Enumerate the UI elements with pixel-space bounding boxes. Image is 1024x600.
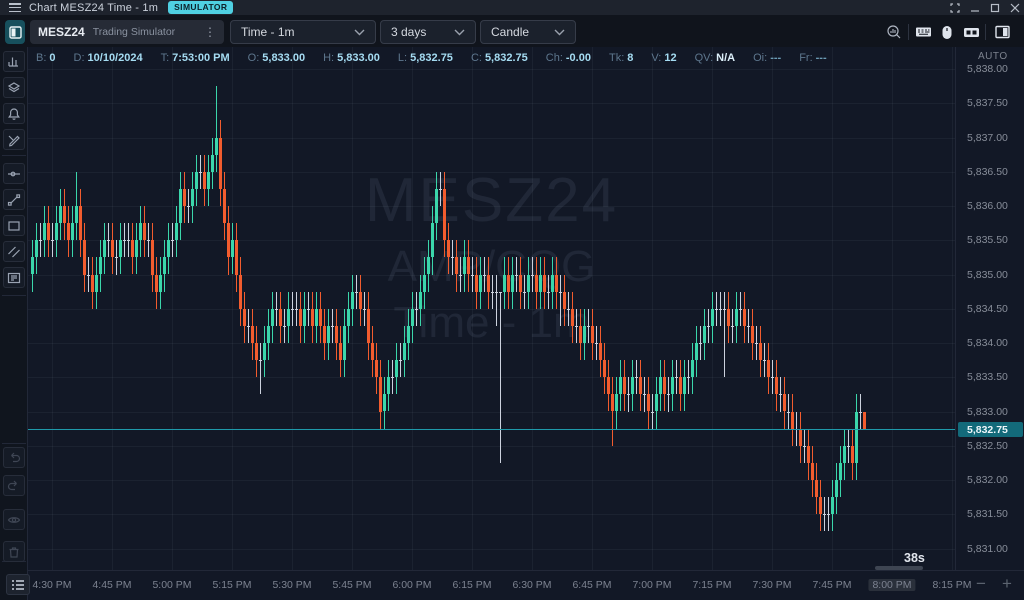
quote-field-C: C: 5,832.75 bbox=[470, 52, 528, 64]
time-tick: 6:00 PM bbox=[392, 579, 432, 591]
time-tick: 5:30 PM bbox=[272, 579, 312, 591]
price-tick: 5,834.50 bbox=[967, 302, 1008, 315]
zoom-in-button[interactable]: + bbox=[1002, 574, 1012, 593]
price-tick: 5,835.00 bbox=[967, 268, 1008, 281]
time-tick: 4:45 PM bbox=[92, 579, 132, 591]
quote-field-D: D: 10/10/2024 bbox=[73, 52, 143, 64]
parallel-channel-icon[interactable] bbox=[3, 241, 25, 262]
price-tick: 5,836.00 bbox=[967, 200, 1008, 212]
quote-field-Ch: Ch: -0.00 bbox=[545, 52, 591, 64]
pattern-list-icon[interactable] bbox=[3, 267, 25, 288]
horizontal-ray-icon[interactable] bbox=[3, 163, 25, 184]
trend-line-icon[interactable] bbox=[3, 189, 25, 210]
chevron-down-icon bbox=[454, 25, 465, 39]
quote-field-B: B: 0 bbox=[36, 52, 56, 64]
time-tick: 5:15 PM bbox=[212, 579, 252, 591]
symbol-button[interactable]: MESZ24 Trading Simulator ⋮ bbox=[30, 20, 224, 44]
fullscreen-icon[interactable] bbox=[950, 2, 960, 13]
price-tick: 5,831.00 bbox=[967, 542, 1008, 555]
time-tick: 8:15 PM bbox=[932, 579, 972, 591]
minimize-icon[interactable] bbox=[970, 3, 980, 13]
price-tick: 5,832.50 bbox=[967, 439, 1008, 452]
title-bar: Chart MESZ24 Time - 1m SIMULATOR bbox=[0, 0, 1024, 15]
interval-value: Time - 1m bbox=[241, 25, 295, 39]
simulator-badge: SIMULATOR bbox=[168, 1, 234, 14]
undo-icon[interactable] bbox=[3, 447, 25, 468]
time-tick: 7:15 PM bbox=[692, 579, 732, 591]
chevron-down-icon bbox=[354, 25, 365, 39]
quote-field-O: O: 5,833.00 bbox=[247, 52, 306, 64]
interval-dropdown[interactable]: Time - 1m bbox=[230, 20, 376, 44]
bar-countdown: 38s bbox=[904, 551, 925, 565]
chart-style-dropdown[interactable]: Candle bbox=[480, 20, 576, 44]
layers-icon[interactable] bbox=[3, 77, 25, 98]
price-tick: 5,837.50 bbox=[967, 97, 1008, 110]
rectangle-icon[interactable] bbox=[3, 215, 25, 236]
tags-icon[interactable] bbox=[961, 22, 981, 42]
zoom-out-button[interactable]: − bbox=[976, 574, 986, 593]
menu-icon[interactable] bbox=[9, 3, 21, 12]
price-tick: 5,836.50 bbox=[967, 165, 1008, 178]
price-tick: 5,833.00 bbox=[967, 405, 1008, 418]
indicators-icon[interactable] bbox=[3, 51, 25, 72]
price-axis[interactable]: 5,832.75 5,838.00 5,837.50 5,837.00 5,836.5… bbox=[955, 47, 1024, 570]
draw-icon[interactable] bbox=[3, 129, 25, 150]
quote-field-Oi: Oi: --- bbox=[753, 52, 782, 64]
alert-icon[interactable] bbox=[3, 103, 25, 124]
chevron-down-icon bbox=[554, 25, 565, 39]
maximize-icon[interactable] bbox=[990, 3, 1000, 13]
quote-field-Tk: Tk: 8 bbox=[608, 52, 634, 64]
time-tick: 8:00 PM bbox=[868, 579, 916, 591]
toolbar: MESZ24 Trading Simulator ⋮ Time - 1m 3 d… bbox=[0, 15, 1024, 47]
time-axis[interactable]: 4:30 PM 4:45 PM 5:00 PM 5:15 PM 5:30 PM 5:45 … bbox=[28, 570, 1024, 600]
layout-panel-icon[interactable] bbox=[5, 20, 25, 44]
time-tick: 7:00 PM bbox=[632, 579, 672, 591]
mouse-icon[interactable] bbox=[937, 22, 957, 42]
last-price-label: 5,832.75 bbox=[958, 422, 1023, 437]
price-tick: 5,833.50 bbox=[967, 371, 1008, 384]
quote-field-V: V: 12 bbox=[651, 52, 677, 64]
time-tick: 7:45 PM bbox=[812, 579, 852, 591]
price-tick: 5,835.50 bbox=[967, 234, 1008, 247]
time-tick: 6:30 PM bbox=[512, 579, 552, 591]
horizontal-scrollbar[interactable] bbox=[875, 566, 923, 570]
time-tick: 5:00 PM bbox=[152, 579, 192, 591]
kebab-menu-icon[interactable]: ⋮ bbox=[204, 25, 216, 39]
zoom-chart-icon[interactable] bbox=[884, 22, 904, 42]
chart-style-value: Candle bbox=[491, 25, 530, 39]
chart-canvas[interactable]: MESZ24 AMP/CQG Time - 1m 38s bbox=[28, 47, 955, 570]
visibility-icon[interactable] bbox=[3, 509, 25, 530]
range-dropdown[interactable]: 3 days bbox=[380, 20, 476, 44]
auto-scale-label[interactable]: AUTO bbox=[978, 51, 1008, 62]
price-tick: 5,837.00 bbox=[967, 131, 1008, 144]
time-tick: 4:30 PM bbox=[32, 579, 72, 591]
quote-bar: B: 0 D: 10/10/2024 T: 7:53:00 PM O: 5,833.00 H: 5… bbox=[28, 47, 955, 69]
time-tick: 5:45 PM bbox=[332, 579, 372, 591]
close-icon[interactable] bbox=[1010, 3, 1020, 13]
range-value: 3 days bbox=[391, 25, 427, 39]
symbol-name: MESZ24 bbox=[38, 25, 85, 39]
quote-field-Fr: Fr: --- bbox=[799, 52, 827, 64]
last-price-line bbox=[28, 429, 955, 430]
price-tick: 5,834.00 bbox=[967, 337, 1008, 349]
symbol-description: Trading Simulator bbox=[92, 26, 176, 38]
price-tick: 5,832.00 bbox=[967, 474, 1008, 486]
price-tick: 5,831.50 bbox=[967, 508, 1008, 521]
time-tick: 6:15 PM bbox=[452, 579, 492, 591]
quote-field-L: L: 5,832.75 bbox=[397, 52, 453, 64]
time-tick: 6:45 PM bbox=[572, 579, 612, 591]
time-tick: 7:30 PM bbox=[752, 579, 792, 591]
object-tree-icon[interactable] bbox=[6, 574, 30, 595]
panel-right-icon[interactable] bbox=[992, 22, 1012, 42]
quote-field-H: H: 5,833.00 bbox=[323, 52, 380, 64]
delete-icon[interactable] bbox=[3, 541, 25, 562]
window-title: Chart MESZ24 Time - 1m bbox=[29, 1, 159, 14]
keyboard-icon[interactable] bbox=[913, 22, 933, 42]
drawing-toolbar bbox=[0, 47, 28, 600]
redo-icon[interactable] bbox=[3, 475, 25, 496]
quote-field-QV: QV: N/A bbox=[694, 52, 736, 64]
quote-field-T: T: 7:53:00 PM bbox=[160, 52, 230, 64]
price-tick: 5,838.00 bbox=[967, 63, 1008, 75]
